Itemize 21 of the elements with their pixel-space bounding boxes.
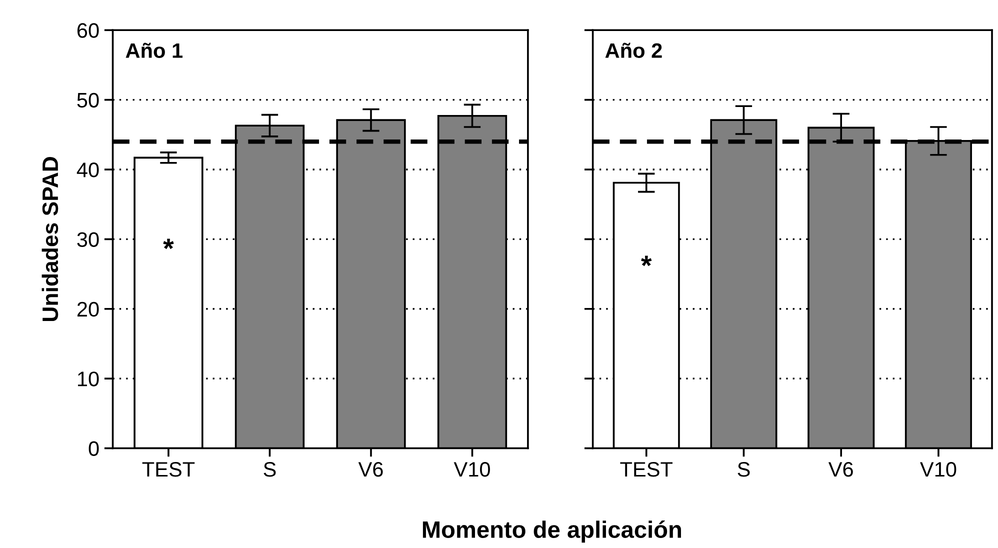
x-tick-label: TEST <box>620 462 673 477</box>
y-axis-title: Unidades SPAD <box>42 156 58 322</box>
x-tick-label: TEST <box>142 462 195 477</box>
x-tick-label: S <box>264 462 276 477</box>
y-tick-label: 0 <box>88 441 99 456</box>
y-tick-label: 10 <box>78 372 99 386</box>
annotation: * <box>163 238 174 250</box>
x-tick-label: V6 <box>358 462 383 477</box>
annotation: * <box>641 256 652 266</box>
y-tick-label: 20 <box>77 302 99 317</box>
y-tick-label: 50 <box>77 92 99 108</box>
x-tick-label: V10 <box>454 462 490 477</box>
x-tick-label: V10 <box>920 462 956 477</box>
x-tick-label: S <box>738 462 750 477</box>
y-tick-label: 40 <box>76 162 99 178</box>
x-tick-label: V6 <box>828 462 853 477</box>
chart-title: Año 2 <box>605 42 662 58</box>
y-tick-label: 60 <box>77 23 99 38</box>
y-tick-label: 30 <box>77 232 99 247</box>
chart-title: Año 1 <box>126 42 183 58</box>
x-axis-title: Momento de aplicación <box>422 520 681 543</box>
